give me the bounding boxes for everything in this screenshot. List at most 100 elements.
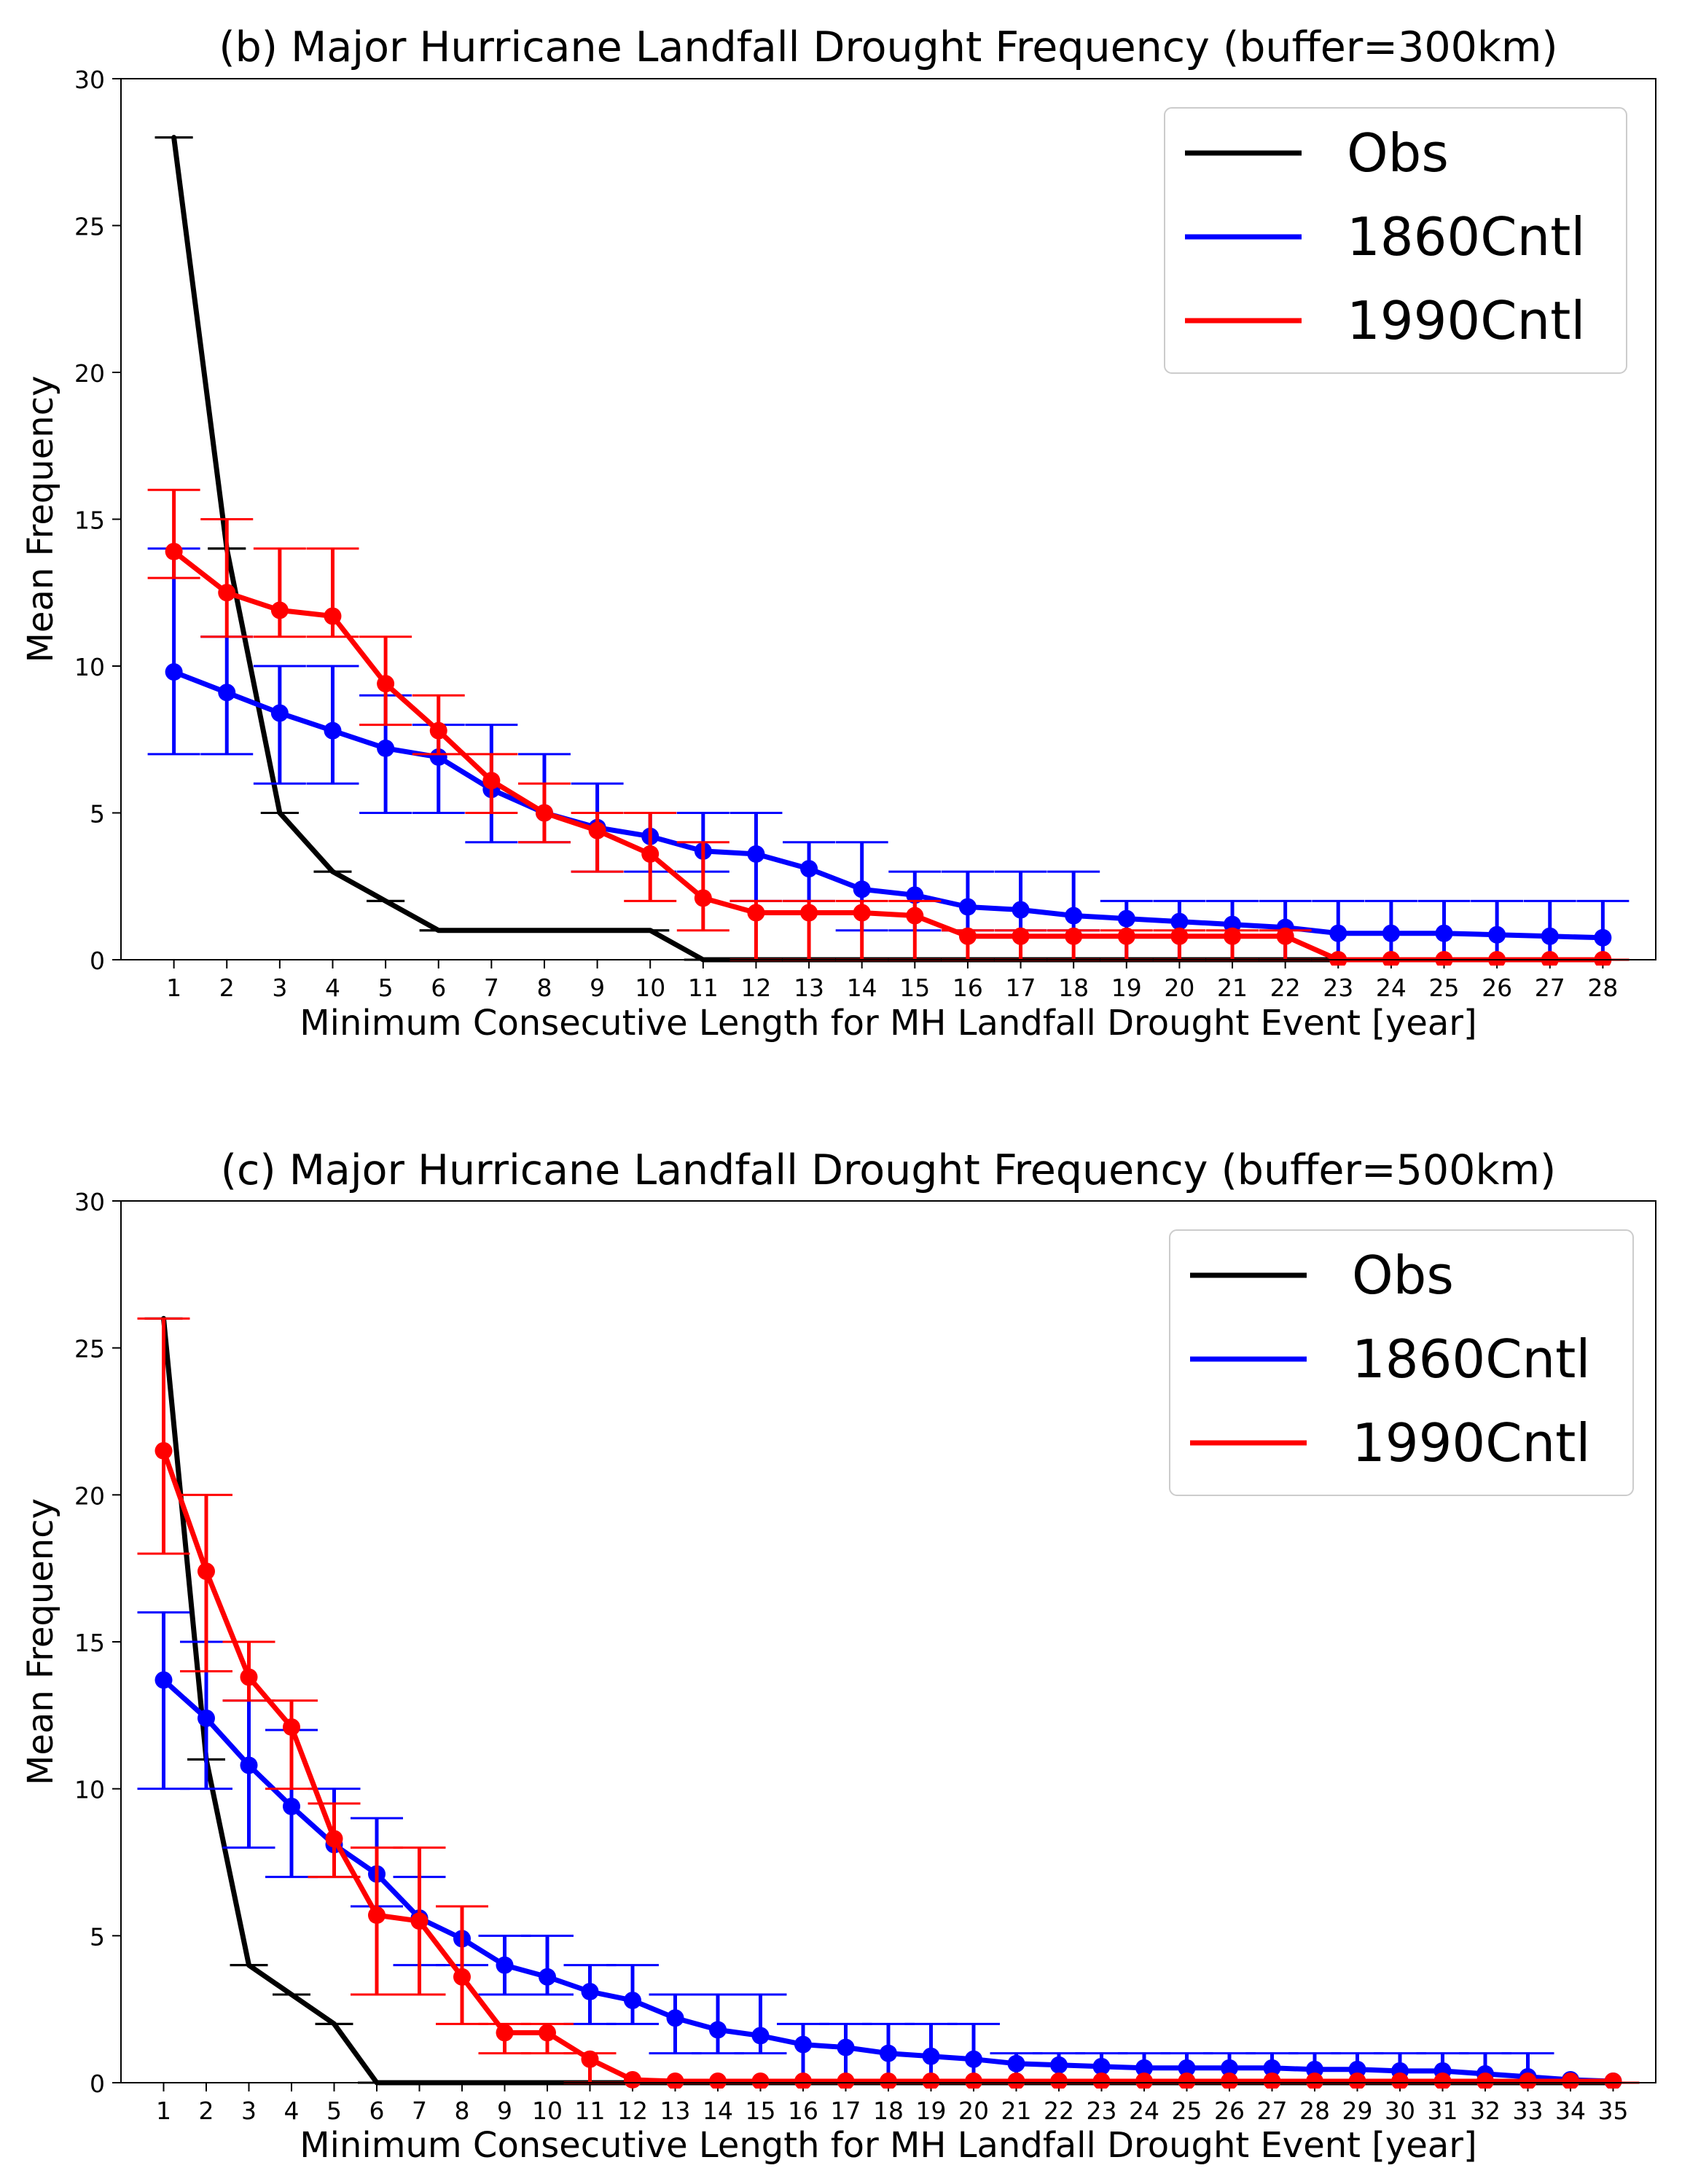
- data-point-1990Cntl: [1433, 2072, 1452, 2089]
- data-point-1990Cntl: [1348, 2072, 1366, 2089]
- x-tick-label: 34: [1555, 2097, 1586, 2125]
- data-point-1990Cntl: [837, 2072, 855, 2089]
- x-tick-label: 20: [1164, 974, 1194, 1002]
- data-point-1990Cntl: [325, 1830, 343, 1848]
- series-line-1860Cntl: [171, 669, 1605, 941]
- data-point-1860Cntl: [880, 2044, 897, 2062]
- data-point-1990Cntl: [1329, 951, 1347, 966]
- data-point-1990Cntl: [666, 2072, 684, 2089]
- x-tick-label: 4: [325, 974, 340, 1002]
- legend: Obs 1860Cntl 1990Cntl: [1164, 107, 1627, 374]
- data-point-1860Cntl: [922, 2047, 940, 2065]
- data-point-1990Cntl: [965, 2072, 982, 2089]
- data-point-1990Cntl: [880, 2072, 897, 2089]
- x-tick-label: 10: [635, 974, 665, 1002]
- data-point-1860Cntl: [1594, 928, 1612, 947]
- y-tick-label: 0: [90, 947, 105, 975]
- data-point-1990Cntl: [1382, 951, 1400, 966]
- x-tick-label: 10: [532, 2097, 563, 2125]
- data-point-1860Cntl: [1382, 924, 1400, 942]
- chart-title: (b) Major Hurricane Landfall Drought Fre…: [219, 23, 1557, 71]
- x-tick-label: 15: [746, 2097, 776, 2125]
- data-point-1990Cntl: [1306, 2072, 1323, 2089]
- data-point-1990Cntl: [1178, 2072, 1196, 2089]
- data-point-1990Cntl: [429, 721, 447, 740]
- data-point-1990Cntl: [218, 584, 236, 602]
- panel-b: (b) Major Hurricane Landfall Drought Fre…: [20, 23, 1656, 1044]
- data-point-1990Cntl: [853, 904, 871, 922]
- x-tick-label: 18: [1058, 974, 1089, 1002]
- x-tick-label: 6: [369, 2097, 385, 2125]
- x-tick-label: 27: [1535, 974, 1565, 1002]
- data-point-1860Cntl: [1117, 909, 1135, 928]
- data-point-1990Cntl: [958, 927, 977, 945]
- x-tick-label: 18: [873, 2097, 904, 2125]
- x-tick-label: 17: [831, 2097, 861, 2125]
- data-point-1990Cntl: [1476, 2072, 1494, 2089]
- legend-frame: [1169, 1229, 1634, 1496]
- data-point-1860Cntl: [240, 1756, 258, 1774]
- data-point-1990Cntl: [641, 845, 660, 863]
- data-point-1990Cntl: [794, 2072, 812, 2089]
- legend-label-Obs: Obs: [1352, 1245, 1454, 1306]
- x-tick-label: 19: [916, 2097, 947, 2125]
- data-point-1860Cntl: [165, 663, 183, 681]
- y-tick-label: 15: [74, 1629, 105, 1657]
- data-point-1860Cntl: [1488, 925, 1506, 944]
- data-point-1860Cntl: [324, 721, 342, 740]
- data-point-1860Cntl: [666, 2009, 684, 2027]
- y-tick-label: 25: [74, 1335, 105, 1363]
- x-tick-label: 20: [958, 2097, 989, 2125]
- y-tick-label: 20: [74, 359, 105, 388]
- data-point-1990Cntl: [1135, 2072, 1153, 2089]
- x-tick-label: 32: [1470, 2097, 1501, 2125]
- data-point-1860Cntl: [709, 2021, 727, 2039]
- data-point-1860Cntl: [283, 1797, 300, 1815]
- data-point-1860Cntl: [429, 748, 447, 766]
- data-point-1990Cntl: [324, 607, 342, 625]
- data-point-1860Cntl: [1221, 2059, 1238, 2077]
- x-tick-label: 8: [536, 974, 552, 1002]
- data-point-1990Cntl: [1012, 927, 1030, 945]
- data-point-1990Cntl: [270, 601, 289, 619]
- x-tick-label: 33: [1513, 2097, 1544, 2125]
- data-point-1990Cntl: [588, 821, 606, 839]
- x-tick-label: 23: [1087, 2097, 1117, 2125]
- data-point-1990Cntl: [1519, 2072, 1537, 2089]
- x-tick-label: 7: [412, 2097, 427, 2125]
- x-tick-label: 8: [455, 2097, 470, 2125]
- x-tick-label: 25: [1172, 2097, 1202, 2125]
- data-point-1860Cntl: [906, 886, 924, 904]
- data-point-1860Cntl: [837, 2038, 855, 2056]
- x-tick-label: 3: [272, 974, 287, 1002]
- x-tick-label: 13: [794, 974, 824, 1002]
- data-point-1860Cntl: [270, 704, 289, 722]
- data-point-1860Cntl: [1435, 924, 1453, 942]
- data-point-1860Cntl: [1329, 924, 1347, 942]
- y-tick-label: 25: [74, 213, 105, 241]
- data-point-1990Cntl: [694, 889, 712, 907]
- y-tick-label: 15: [74, 506, 105, 535]
- data-point-1860Cntl: [1178, 2059, 1196, 2077]
- x-tick-label: 26: [1482, 974, 1512, 1002]
- data-point-1990Cntl: [1604, 2072, 1622, 2089]
- x-tick-label: 15: [899, 974, 930, 1002]
- y-axis-label: Mean Frequency: [20, 1498, 61, 1785]
- x-tick-label: 3: [241, 2097, 257, 2125]
- x-tick-label: 31: [1428, 2097, 1458, 2125]
- x-tick-label: 17: [1006, 974, 1036, 1002]
- data-point-1990Cntl: [1488, 951, 1506, 966]
- data-point-1990Cntl: [709, 2072, 727, 2089]
- data-point-1990Cntl: [1263, 2072, 1281, 2089]
- x-tick-label: 2: [199, 2097, 214, 2125]
- y-tick-label: 5: [90, 800, 105, 829]
- y-tick-label: 5: [90, 1922, 105, 1951]
- data-point-1860Cntl: [1541, 927, 1559, 945]
- y-tick-label: 10: [74, 653, 105, 681]
- x-tick-label: 29: [1342, 2097, 1373, 2125]
- data-point-1990Cntl: [165, 542, 183, 560]
- data-point-1990Cntl: [410, 1912, 429, 1930]
- data-point-1860Cntl: [794, 2035, 812, 2054]
